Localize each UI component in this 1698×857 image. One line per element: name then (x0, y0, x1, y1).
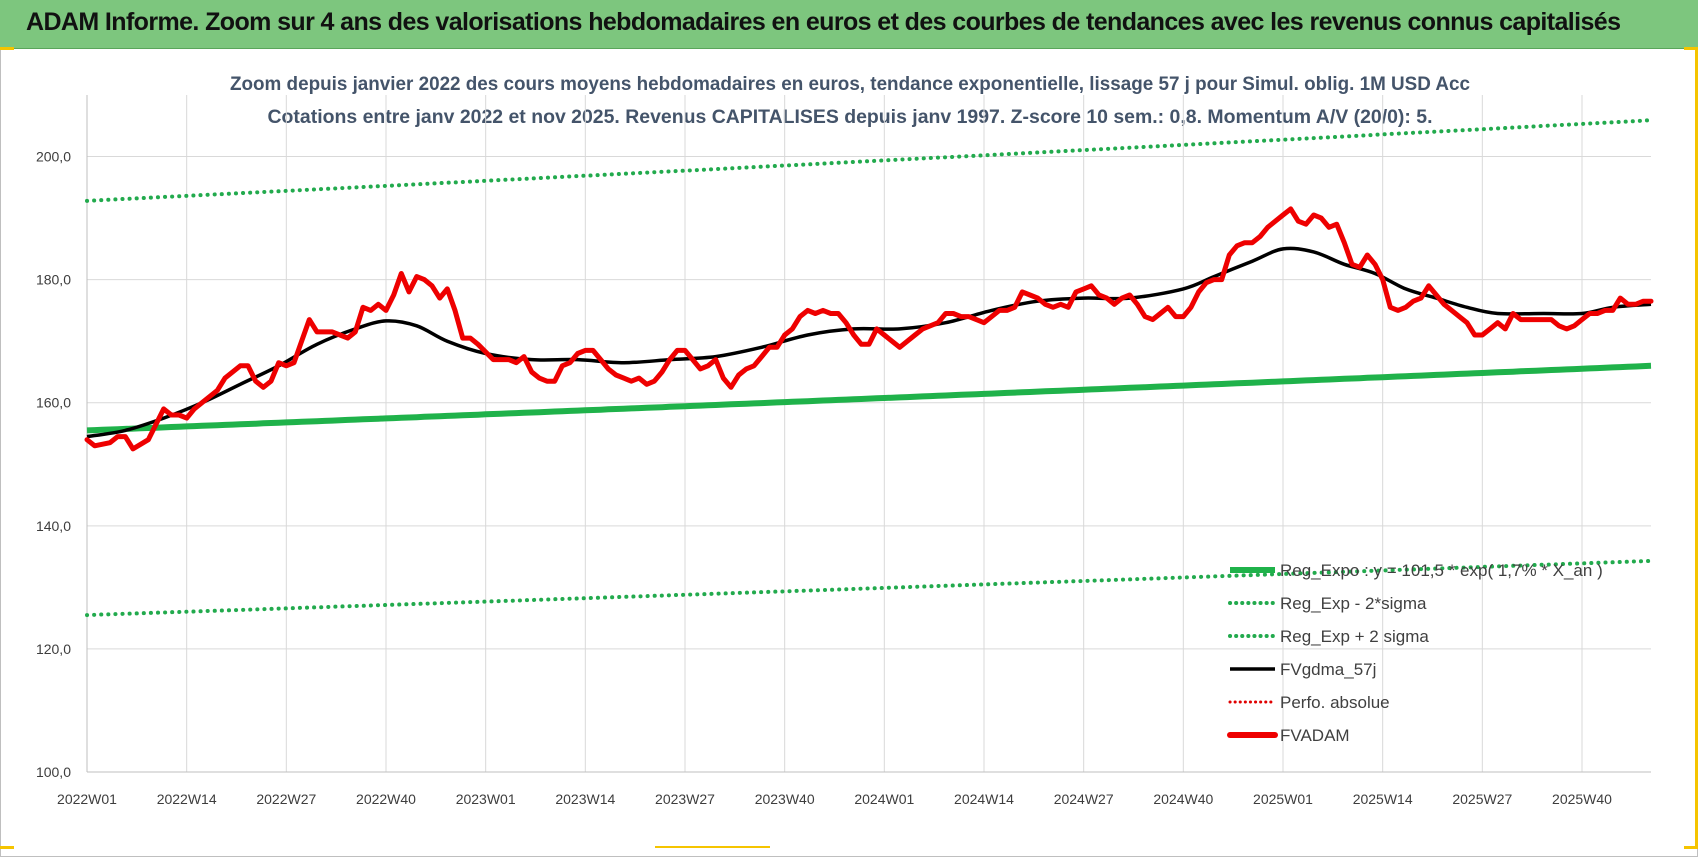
y-tick-label: 140,0 (36, 518, 71, 534)
accent-top-left (0, 47, 14, 50)
chart-title-line1: Zoom depuis janvier 2022 des cours moyen… (230, 74, 1470, 95)
x-tick-label: 2025W27 (1452, 791, 1512, 807)
x-tick-label: 2024W01 (854, 791, 914, 807)
legend-label-perfo: Perfo. absolue (1280, 693, 1390, 712)
y-tick-label: 160,0 (36, 395, 71, 411)
x-tick-label: 2023W40 (755, 791, 815, 807)
legend-label-fvgdma: FVgdma_57j (1280, 660, 1376, 679)
series-fvgdma-57j (86, 246, 1652, 439)
series-reg-expo (86, 362, 1652, 434)
x-tick-label: 2023W27 (655, 791, 715, 807)
accent-bottom-center (655, 846, 770, 848)
x-tick-label: 2023W01 (456, 791, 516, 807)
x-tick-label: 2023W14 (555, 791, 615, 807)
x-tick-label: 2024W27 (1054, 791, 1114, 807)
accent-bottom-left (0, 846, 14, 849)
x-tick-label: 2025W14 (1353, 791, 1413, 807)
x-tick-label: 2022W01 (57, 791, 117, 807)
legend-label-fvadam: FVADAM (1280, 726, 1350, 745)
x-tick-label: 2022W27 (256, 791, 316, 807)
y-tick-label: 200,0 (36, 149, 71, 165)
series-reg-exp-minus-2sigma (85, 558, 1653, 618)
series-reg-exp-plus-2sigma (85, 118, 1653, 203)
banner-title: ADAM Informe. Zoom sur 4 ans des valoris… (26, 8, 1621, 36)
x-tick-label: 2024W14 (954, 791, 1014, 807)
y-tick-label: 180,0 (36, 272, 71, 288)
y-tick-label: 120,0 (36, 641, 71, 657)
x-tick-label: 2022W14 (157, 791, 217, 807)
x-tick-label: 2022W40 (356, 791, 416, 807)
accent-top-right (1684, 47, 1698, 50)
legend-label-reg_minus: Reg_Exp - 2*sigma (1280, 594, 1427, 613)
x-tick-label: 2025W40 (1552, 791, 1612, 807)
accent-bottom-right (1684, 846, 1698, 849)
y-tick-label: 100,0 (36, 764, 71, 780)
legend-label-reg_plus: Reg_Exp + 2 sigma (1280, 627, 1429, 646)
x-tick-label: 2024W40 (1153, 791, 1213, 807)
legend-label-reg_expo: Reg_Expo : y = 101,5 * exp( 1,7% * X_an … (1280, 561, 1603, 580)
chart-title-line2: Cotations entre janv 2022 et nov 2025. R… (268, 107, 1433, 128)
series-fvadam (84, 206, 1654, 452)
accent-right-edge (1695, 47, 1698, 847)
x-tick-label: 2025W01 (1253, 791, 1313, 807)
banner: ADAM Informe. Zoom sur 4 ans des valoris… (0, 0, 1698, 49)
